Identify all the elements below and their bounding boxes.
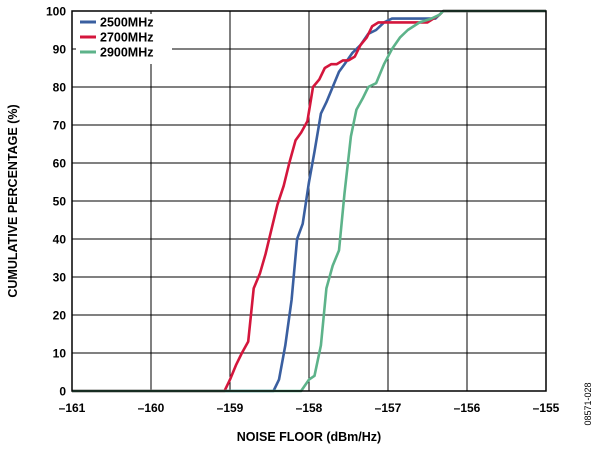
y-tick-label: 50 [53, 195, 67, 209]
legend-label: 2500MHz [100, 16, 154, 30]
x-tick-label: –155 [533, 401, 560, 415]
y-tick-label: 40 [53, 233, 67, 247]
y-tick-label: 70 [53, 119, 67, 133]
grid [72, 11, 546, 391]
y-tick-label: 80 [53, 81, 67, 95]
x-tick-label: –157 [375, 401, 402, 415]
y-tick-label: 0 [59, 385, 66, 399]
legend-label: 2700MHz [100, 31, 154, 45]
x-axis-title: NOISE FLOOR (dBm/Hz) [237, 430, 381, 444]
x-tick-label: –159 [217, 401, 244, 415]
x-tick-label: –160 [138, 401, 165, 415]
y-tick-label: 60 [53, 157, 67, 171]
axis-ticks: –161 –160 –159 –158 –157 –156 –155 0 10 20 30 40 50 6… [46, 5, 560, 416]
y-tick-label: 30 [53, 271, 67, 285]
y-tick-label: 20 [53, 309, 67, 323]
legend-label: 2900MHz [100, 46, 154, 60]
series-lines [72, 9, 546, 393]
x-tick-label: –156 [454, 401, 481, 415]
x-tick-label: –161 [59, 401, 86, 415]
figure-id: 08571-028 [583, 382, 593, 425]
x-tick-label: –158 [296, 401, 323, 415]
series-line-2900mhz [72, 9, 546, 393]
y-tick-label: 10 [53, 347, 67, 361]
y-tick-label: 100 [46, 5, 66, 19]
plot-frame [71, 10, 547, 392]
y-tick-label: 90 [53, 43, 67, 57]
series-line-2700mhz [72, 9, 546, 393]
y-axis-title: CUMULATIVE PERCENTAGE (%) [6, 104, 20, 297]
series-line-2500mhz [72, 9, 546, 393]
